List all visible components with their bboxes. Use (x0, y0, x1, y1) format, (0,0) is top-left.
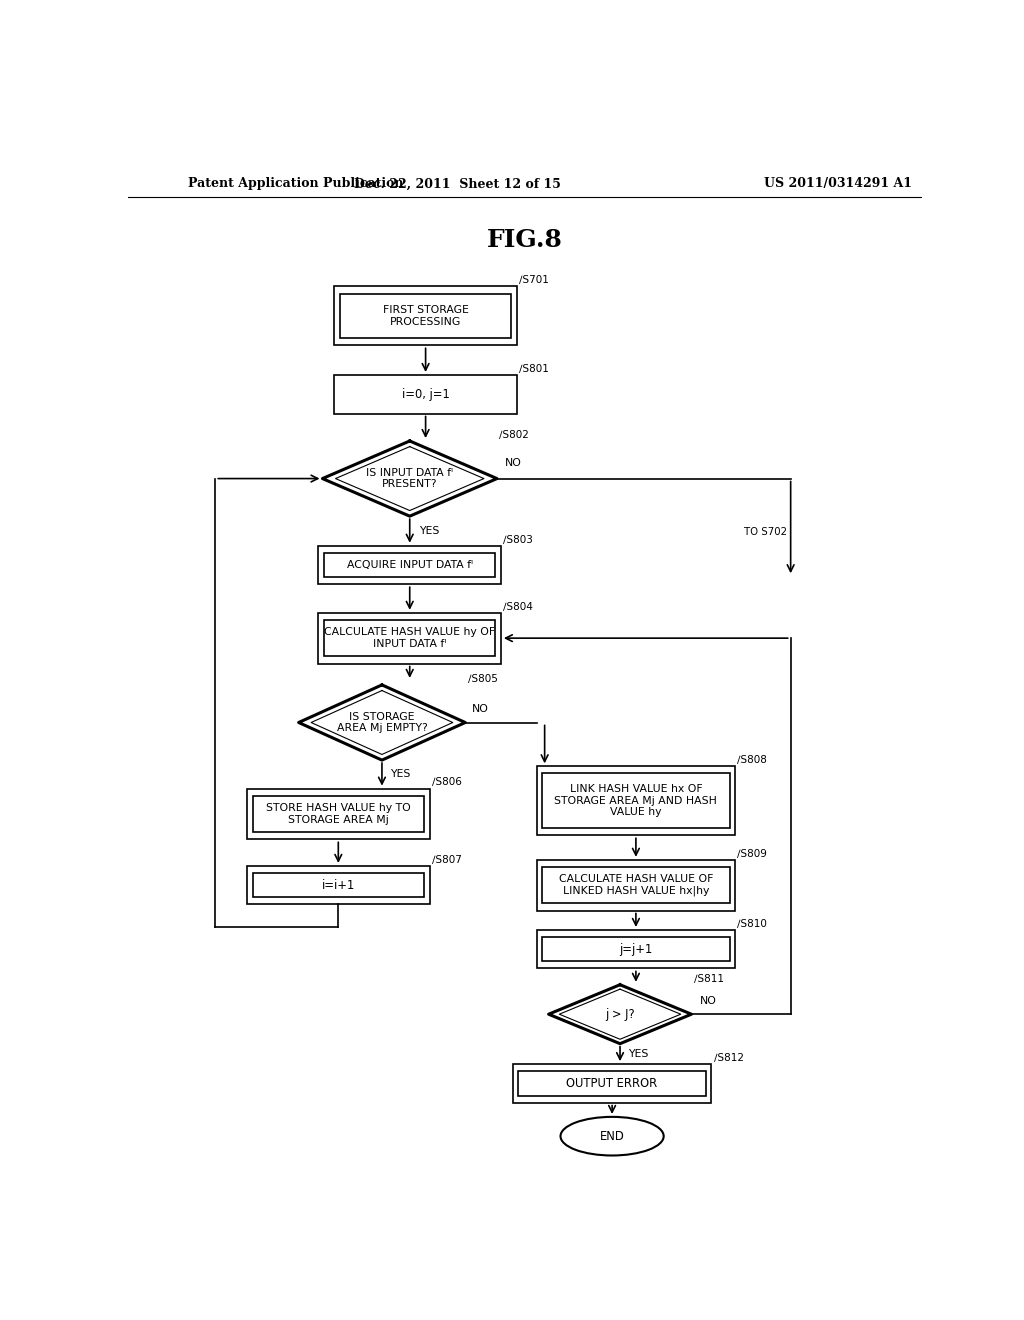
Bar (318, 612, 501, 664)
Text: YES: YES (390, 770, 411, 779)
Text: j > J?: j > J? (605, 1007, 635, 1020)
Text: CALCULATE HASH VALUE hy OF
INPUT DATA fᴵ: CALCULATE HASH VALUE hy OF INPUT DATA fᴵ (325, 627, 496, 649)
Text: NO: NO (472, 705, 488, 714)
Text: j=j+1: j=j+1 (620, 942, 652, 956)
Text: i=i+1: i=i+1 (322, 879, 355, 891)
Text: ∕S809: ∕S809 (737, 847, 767, 858)
Text: ∕S701: ∕S701 (519, 275, 549, 284)
Text: YES: YES (419, 525, 439, 536)
Text: ∕S811: ∕S811 (694, 973, 724, 982)
Polygon shape (299, 685, 465, 760)
Bar (340, 293, 511, 338)
Text: END: END (600, 1130, 625, 1143)
Text: ∕S805: ∕S805 (468, 673, 498, 682)
Text: LINK HASH VALUE hx OF
STORAGE AREA Mj AND HASH
VALUE hy: LINK HASH VALUE hx OF STORAGE AREA Mj AN… (554, 784, 718, 817)
Bar (543, 937, 729, 961)
Text: ∕S812: ∕S812 (714, 1052, 743, 1063)
Text: YES: YES (628, 1049, 648, 1059)
Text: TO S702: TO S702 (743, 528, 786, 537)
Text: ∕S808: ∕S808 (737, 754, 767, 764)
Bar (247, 788, 430, 840)
Bar (253, 873, 424, 898)
Bar (318, 545, 501, 585)
Bar (543, 774, 729, 828)
Text: ACQUIRE INPUT DATA fᴵ: ACQUIRE INPUT DATA fᴵ (347, 560, 473, 570)
Text: Dec. 22, 2011  Sheet 12 of 15: Dec. 22, 2011 Sheet 12 of 15 (354, 177, 561, 190)
Bar (518, 1071, 706, 1096)
Text: ∕S801: ∕S801 (519, 363, 549, 372)
Text: OUTPUT ERROR: OUTPUT ERROR (566, 1077, 657, 1090)
Text: IS INPUT DATA fᴵ
PRESENT?: IS INPUT DATA fᴵ PRESENT? (367, 467, 454, 490)
Bar (537, 929, 735, 969)
Bar (324, 553, 496, 577)
Bar (253, 796, 424, 833)
Text: STORE HASH VALUE hy TO
STORAGE AREA Mj: STORE HASH VALUE hy TO STORAGE AREA Mj (266, 803, 411, 825)
Bar (513, 1064, 712, 1102)
Text: ∕S807: ∕S807 (432, 854, 462, 863)
Text: NO: NO (699, 997, 716, 1006)
Text: IS STORAGE
AREA Mj EMPTY?: IS STORAGE AREA Mj EMPTY? (337, 711, 427, 734)
Text: US 2011/0314291 A1: US 2011/0314291 A1 (764, 177, 912, 190)
Text: ∕S803: ∕S803 (504, 533, 534, 544)
Bar (537, 766, 735, 836)
Text: ∕S804: ∕S804 (504, 601, 534, 611)
Bar (334, 375, 517, 413)
Bar (324, 620, 496, 656)
Polygon shape (549, 985, 691, 1044)
Bar (334, 286, 517, 346)
Ellipse shape (560, 1117, 664, 1155)
Text: ∕S802: ∕S802 (500, 429, 529, 440)
Polygon shape (323, 441, 497, 516)
Text: i=0, j=1: i=0, j=1 (401, 388, 450, 401)
Text: CALCULATE HASH VALUE OF
LINKED HASH VALUE hx|hy: CALCULATE HASH VALUE OF LINKED HASH VALU… (559, 874, 713, 896)
Text: ∕S806: ∕S806 (432, 776, 462, 787)
Text: FIG.8: FIG.8 (486, 228, 563, 252)
Text: FIRST STORAGE
PROCESSING: FIRST STORAGE PROCESSING (383, 305, 469, 327)
Bar (543, 867, 729, 903)
Text: NO: NO (505, 458, 522, 469)
Text: Patent Application Publication: Patent Application Publication (187, 177, 403, 190)
Bar (247, 866, 430, 904)
Text: ∕S810: ∕S810 (737, 917, 767, 928)
Bar (537, 859, 735, 911)
